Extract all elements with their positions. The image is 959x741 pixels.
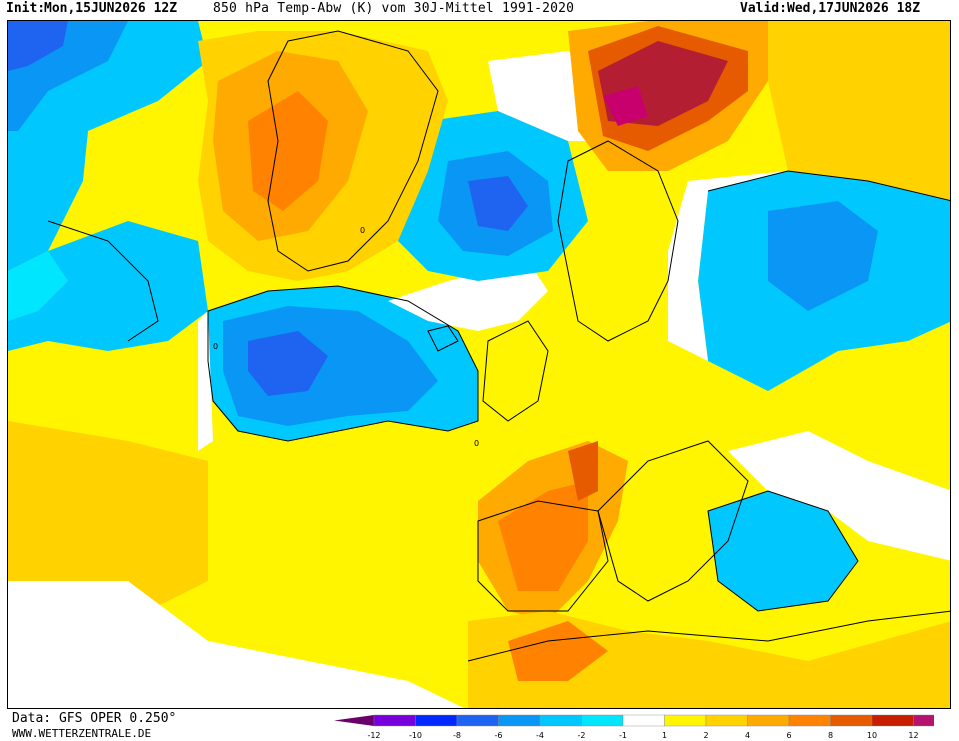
mainland-europe-coast — [597, 440, 749, 602]
legend-tick-label: 10 — [867, 731, 877, 740]
legend-swatch — [830, 714, 873, 727]
valid-label: Valid: — [740, 1, 787, 16]
warm-core-morocco — [508, 621, 608, 681]
legend-swatch — [373, 714, 416, 727]
valid-time: Wed,17JUN2026 18Z — [787, 1, 921, 16]
legend-tick-label: 6 — [786, 731, 791, 740]
cold-core-russia — [768, 201, 878, 311]
legend-tick-label: 2 — [703, 731, 708, 740]
map-title: 850 hPa Temp-Abw (K) vom 30J-Mittel 1991… — [213, 1, 575, 16]
legend-tick-labels: -12 -10 -8 -6 -4 -2 -1 1 2 4 6 8 10 12 — [367, 731, 918, 740]
legend-tick-label: -2 — [578, 731, 586, 740]
labrador-coast — [47, 220, 159, 342]
legend-swatch — [913, 714, 934, 727]
legend-tick-label: 12 — [908, 731, 918, 740]
scandinavia-coast — [557, 140, 679, 342]
greenland-coast — [267, 30, 439, 272]
cold-core-canada-strong — [8, 21, 68, 71]
legend-swatch — [664, 714, 707, 727]
init-label: Init: — [6, 1, 46, 16]
coastlines — [47, 30, 950, 662]
legend-swatch — [539, 714, 582, 727]
legend-tick-label: 4 — [745, 731, 750, 740]
warm-core-greenland-strong — [248, 91, 328, 211]
neutral-area-balkans — [728, 431, 950, 561]
cold-area-labrador — [8, 221, 208, 351]
legend-swatch — [415, 714, 458, 727]
cold-core-norwegian-sea-strong — [468, 176, 528, 231]
cold-core-atlantic-strong — [248, 331, 328, 396]
contour-russia — [707, 170, 950, 202]
map-header: Init: Mon,15JUN2026 12Z 850 hPa Temp-Abw… — [0, 0, 959, 20]
legend-swatch — [871, 714, 914, 727]
weather-map: 0 0 0 — [7, 20, 951, 709]
legend-swatch — [622, 714, 665, 727]
iceland-coast — [427, 325, 459, 352]
neutral-band-russia — [668, 171, 788, 361]
warm-core-france — [568, 441, 598, 501]
legend-swatch — [581, 714, 624, 727]
legend-tick-label: -8 — [453, 731, 461, 740]
legend-tick-label: -12 — [367, 731, 380, 740]
legend-arrow-left — [334, 715, 374, 726]
zero-contours — [207, 170, 950, 612]
legend-tick-label: 1 — [662, 731, 667, 740]
legend-tick-label: 8 — [828, 731, 833, 740]
iberia-coast — [477, 500, 609, 612]
warm-peak-barents — [603, 86, 648, 126]
legend-tick-label: -6 — [495, 731, 503, 740]
data-source-label: Data: GFS OPER 0.250° — [12, 711, 177, 726]
legend-swatch — [705, 714, 748, 727]
british-isles-coast — [482, 320, 549, 422]
warm-area-africa — [468, 611, 950, 708]
neutral-area-southwest — [8, 581, 464, 708]
north-africa-coast — [467, 610, 950, 662]
contour-atlantic — [207, 285, 479, 442]
contour-label: 0 — [474, 439, 479, 448]
contour-label: 0 — [360, 226, 365, 235]
temperature-anomaly-field: 0 0 0 — [8, 21, 950, 708]
legend-swatch — [788, 714, 831, 727]
legend-tick-label: -1 — [619, 731, 627, 740]
warm-area-subtropics — [8, 421, 208, 621]
legend-swatch — [456, 714, 499, 727]
warm-area-siberia — [768, 21, 950, 201]
cold-area-east-med — [708, 491, 858, 611]
legend-tick-label: -10 — [409, 731, 422, 740]
color-legend: -12 -10 -8 -6 -4 -2 -1 1 2 4 6 8 10 12 — [334, 714, 934, 740]
cold-area-labrador-edge — [8, 251, 68, 321]
legend-swatch — [747, 714, 790, 727]
neutral-band-atlantic — [198, 311, 213, 451]
init-time: Mon,15JUN2026 12Z — [44, 1, 178, 16]
legend-swatches — [334, 714, 934, 727]
website-label: WWW.WETTERZENTRALE.DE — [12, 727, 152, 740]
legend-tick-label: -4 — [536, 731, 544, 740]
contour-east-med — [707, 490, 859, 612]
contour-label: 0 — [213, 342, 218, 351]
warm-core-iberia — [498, 481, 588, 591]
legend-swatch — [498, 714, 541, 727]
